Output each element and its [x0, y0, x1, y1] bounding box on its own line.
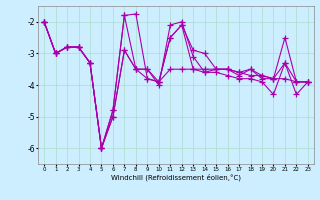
X-axis label: Windchill (Refroidissement éolien,°C): Windchill (Refroidissement éolien,°C) [111, 174, 241, 181]
